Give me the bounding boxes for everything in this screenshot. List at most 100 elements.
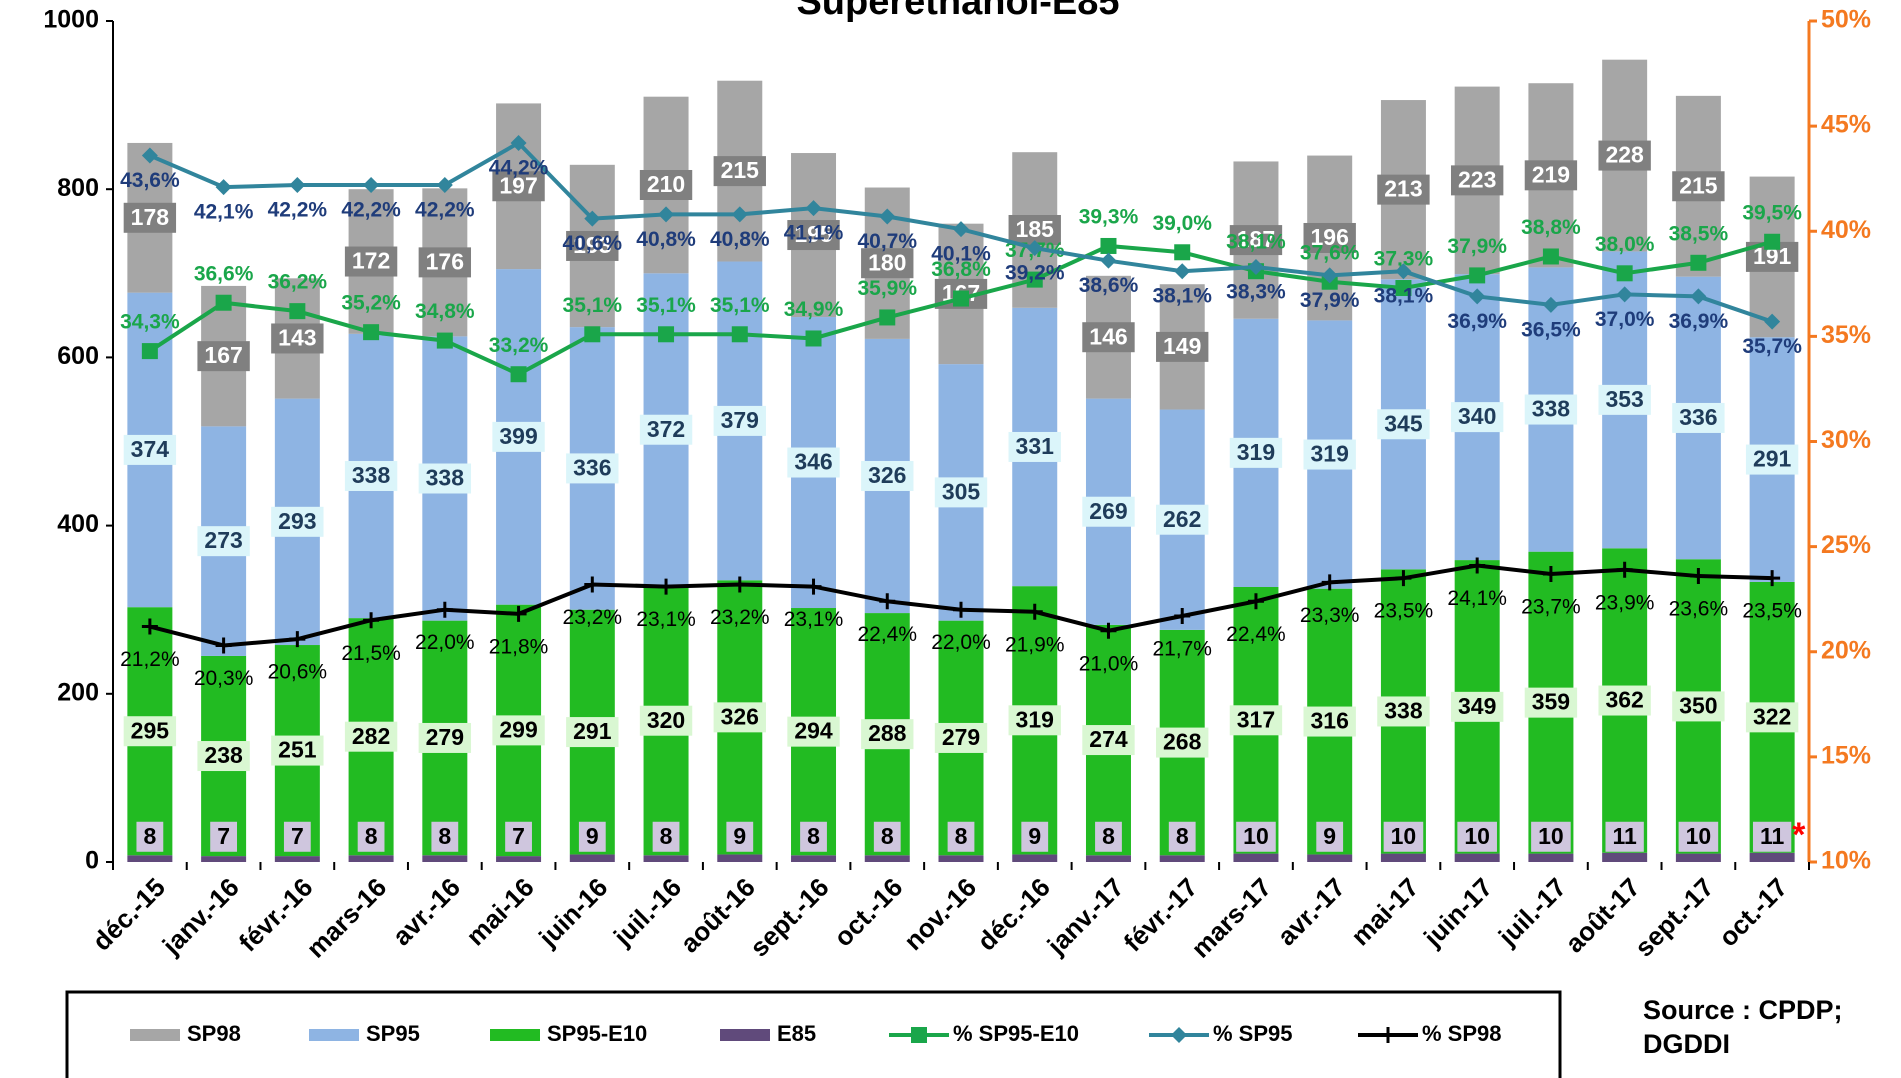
marker [879, 593, 896, 610]
marker [1174, 263, 1191, 280]
marker [584, 326, 601, 343]
label-box [787, 447, 840, 478]
data-label: 36,2% [268, 271, 328, 294]
marker [1174, 244, 1191, 261]
bar-label: 10 [1531, 821, 1571, 852]
marker [1542, 296, 1559, 313]
marker [1469, 267, 1486, 284]
label-box [1745, 444, 1799, 475]
marker [584, 576, 601, 593]
label-box [713, 156, 766, 187]
bar-label: 331 [1008, 431, 1061, 462]
label-box [1450, 402, 1504, 433]
data-label: 34,8% [415, 300, 475, 323]
label-box [1377, 409, 1430, 440]
x-tick-label: avr.-17 [1271, 872, 1350, 951]
bar-label: 238 [197, 741, 250, 772]
bar-label: 326 [713, 702, 766, 733]
label-box [1082, 322, 1135, 353]
label-box [1524, 394, 1578, 425]
bar-label: 9 [726, 821, 754, 852]
data-label: 320 [647, 707, 685, 733]
data-label: 23,5% [1742, 600, 1802, 623]
marker [953, 221, 969, 238]
y2-tick-label: 30% [1821, 426, 1871, 454]
bar [1012, 854, 1058, 862]
marker [510, 366, 527, 383]
data-label: 23,2% [563, 606, 623, 629]
data-label: 195 [794, 221, 833, 247]
data-label: 262 [1163, 506, 1201, 532]
bar-label: 262 [1156, 504, 1209, 535]
label-box [861, 460, 914, 491]
marker [1100, 237, 1117, 254]
data-label: 23,5% [1374, 600, 1434, 623]
data-label: 37,9% [1447, 235, 1507, 258]
label-box [418, 722, 472, 753]
bar-label: 10 [1678, 821, 1719, 852]
bar-label: 294 [787, 716, 840, 747]
data-label: 197 [499, 172, 537, 198]
bar-label: 353 [1598, 384, 1651, 415]
bar-label: 291 [566, 717, 619, 748]
x-tick-label: déc.-15 [86, 872, 171, 957]
bar [1602, 852, 1648, 862]
data-label: 215 [721, 157, 760, 183]
x-tick-label: oct.-16 [828, 872, 908, 952]
bar-label: 340 [1450, 402, 1504, 433]
label-box [418, 247, 472, 278]
bar-label: 251 [271, 735, 324, 766]
data-label: 35,7% [1742, 335, 1802, 358]
data-label: 37,6% [1300, 241, 1360, 264]
bar-label: 143 [271, 323, 324, 354]
label-box [1598, 384, 1651, 415]
data-label: 338 [1384, 698, 1423, 724]
bar-label: 322 [1745, 702, 1799, 733]
data-label: 39,0% [1152, 212, 1212, 235]
data-label: 20,3% [194, 667, 254, 690]
marker [1395, 280, 1412, 297]
label-box [1316, 821, 1344, 852]
data-label: 326 [721, 703, 759, 729]
label-box [713, 702, 766, 733]
bar-label: 274 [1082, 725, 1135, 756]
label-box [1598, 140, 1651, 171]
marker [1542, 248, 1559, 265]
data-label: 38,5% [1669, 222, 1729, 245]
data-label: 42,2% [341, 199, 401, 222]
bar-label: 291 [1745, 444, 1799, 475]
bar-label: 338 [344, 460, 398, 491]
bar [1454, 853, 1500, 862]
marker [1026, 240, 1043, 257]
legend-swatch [490, 1029, 540, 1041]
marker [1247, 593, 1264, 610]
legend-swatch [309, 1029, 359, 1041]
bar-label: 180 [861, 248, 914, 279]
marker [1395, 570, 1412, 587]
label-box [639, 705, 693, 736]
data-label: 36,9% [1447, 310, 1507, 333]
source-line: DGDDI [1643, 1029, 1730, 1059]
label-box [934, 477, 988, 508]
data-label: 20,6% [268, 661, 328, 684]
source-line: Source : CPDP; [1643, 995, 1843, 1025]
data-label: 43,6% [120, 169, 180, 192]
legend-label: % SP95-E10 [953, 1021, 1079, 1046]
marker [1690, 568, 1707, 585]
data-label: 338 [1532, 396, 1571, 422]
bar [127, 855, 173, 862]
label-box [1168, 821, 1196, 852]
marker [879, 309, 896, 326]
data-label: 345 [1384, 410, 1423, 436]
bar-label: 338 [1524, 394, 1578, 425]
data-label: 149 [1163, 333, 1201, 359]
data-label: 42,2% [268, 199, 328, 222]
bar-label: 7 [505, 821, 532, 852]
label-box [1082, 725, 1135, 756]
label-box [431, 821, 459, 852]
data-label: 8 [1176, 823, 1189, 849]
data-label: 228 [1605, 142, 1644, 168]
data-label: 180 [868, 249, 906, 275]
label-box [1605, 821, 1644, 852]
marker [658, 326, 675, 343]
